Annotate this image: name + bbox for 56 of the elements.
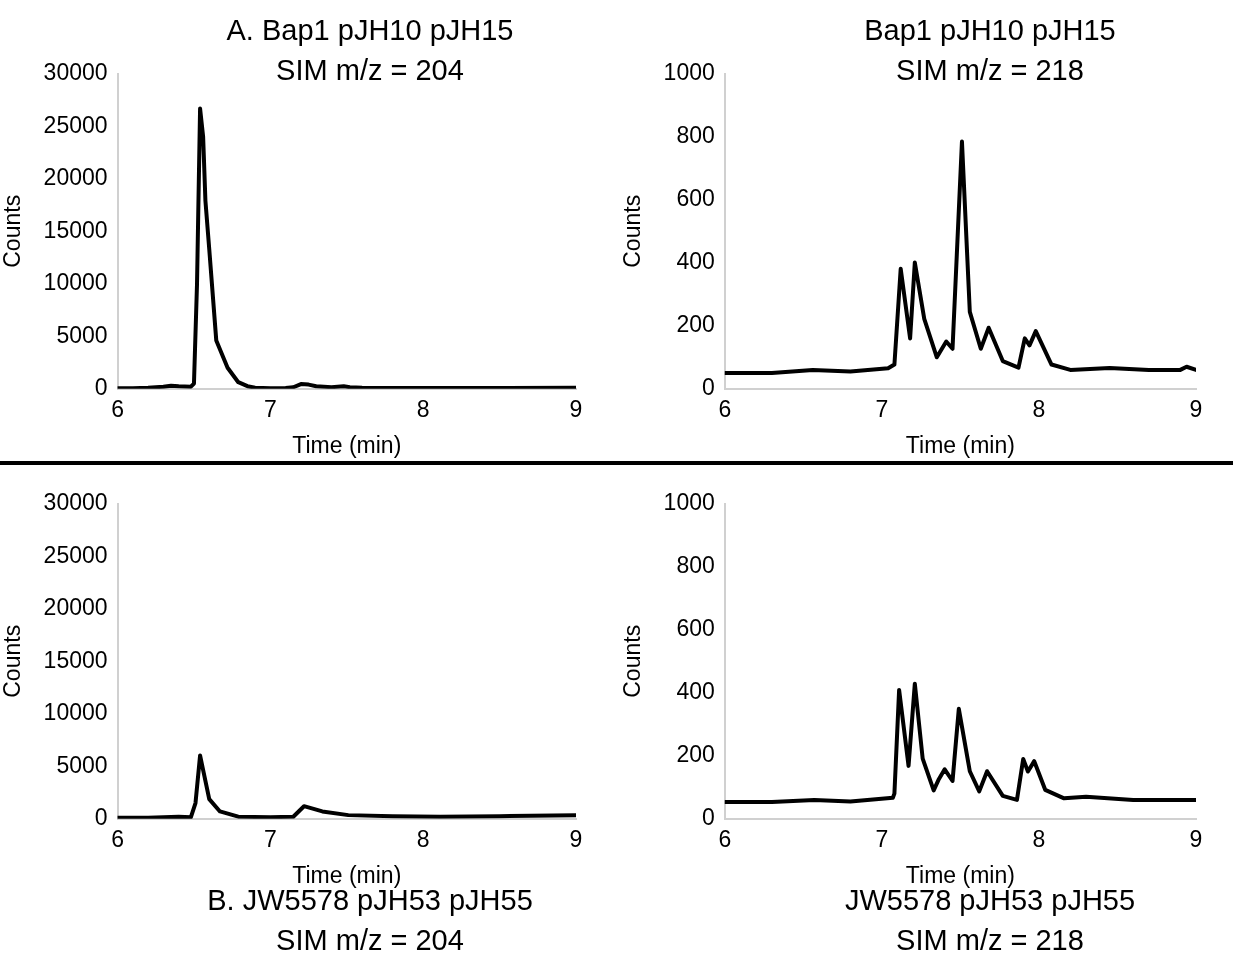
y-tick-label: 10000 [43,269,108,296]
y-tick-label: 800 [676,552,715,579]
y-tick-label: 0 [701,804,715,831]
y-tick-label: 800 [676,122,715,149]
x-axis-title: Time (min) [292,861,402,888]
y-tick-label: 10000 [43,699,108,726]
y-tick-label: 0 [94,804,108,831]
y-axis-title: Counts [0,624,26,698]
y-tick-label: 400 [676,248,715,275]
x-tick-label: 6 [111,825,124,852]
text: SIM m/z = 218 [895,923,1085,958]
chart-title: A. Bap1 pJH10 pJH15 [225,13,515,48]
x-tick-label: 8 [416,395,430,422]
x-tick-label: 7 [263,395,277,422]
y-tick-label: 5000 [56,321,108,348]
y-tick-label: 20000 [43,594,108,621]
x-tick-label: 9 [1189,825,1203,852]
y-tick-label: 200 [676,311,715,338]
text: SIM m/z = 204 [275,923,465,958]
y-axis-title: Counts [619,194,646,268]
y-tick-label: 600 [676,615,715,642]
chart-subtitle: SIM m/z = 218 [895,53,1085,88]
y-tick-label: 5000 [56,751,108,778]
x-axis-title: Time (min) [905,861,1015,888]
y-tick-label: 15000 [43,216,108,243]
chart-title: Bap1 pJH10 pJH15 [863,13,1117,48]
x-tick-label: 8 [1032,825,1046,852]
x-tick-label: 8 [1032,395,1046,422]
x-axis-title: Time (min) [905,431,1015,458]
y-tick-label: 1000 [663,59,715,86]
x-tick-label: 8 [416,825,430,852]
x-tick-label: 9 [1189,395,1203,422]
chart-subtitle: SIM m/z = 204 [275,53,465,88]
x-tick-label: 7 [263,825,277,852]
y-tick-label: 600 [676,185,715,212]
y-tick-label: 1000 [663,489,715,516]
x-tick-label: 6 [718,395,732,422]
x-axis-title: Time (min) [292,431,402,458]
y-axis-title: Counts [619,624,646,698]
x-tick-label: 7 [875,395,889,422]
y-tick-label: 15000 [43,646,108,673]
y-axis-title: Counts [0,194,26,268]
y-tick-label: 0 [94,374,108,401]
y-tick-label: 30000 [43,489,108,516]
x-tick-label: 6 [718,825,732,852]
y-tick-label: 200 [676,741,715,768]
x-tick-label: 9 [569,395,583,422]
x-tick-label: 7 [875,825,889,852]
y-tick-label: 0 [701,374,715,401]
y-tick-label: 400 [676,678,715,705]
y-tick-label: 25000 [43,541,108,568]
y-tick-label: 30000 [43,59,108,86]
y-tick-label: 25000 [43,111,108,138]
y-tick-label: 20000 [43,164,108,191]
x-tick-label: 6 [111,395,124,422]
x-tick-label: 9 [569,825,583,852]
